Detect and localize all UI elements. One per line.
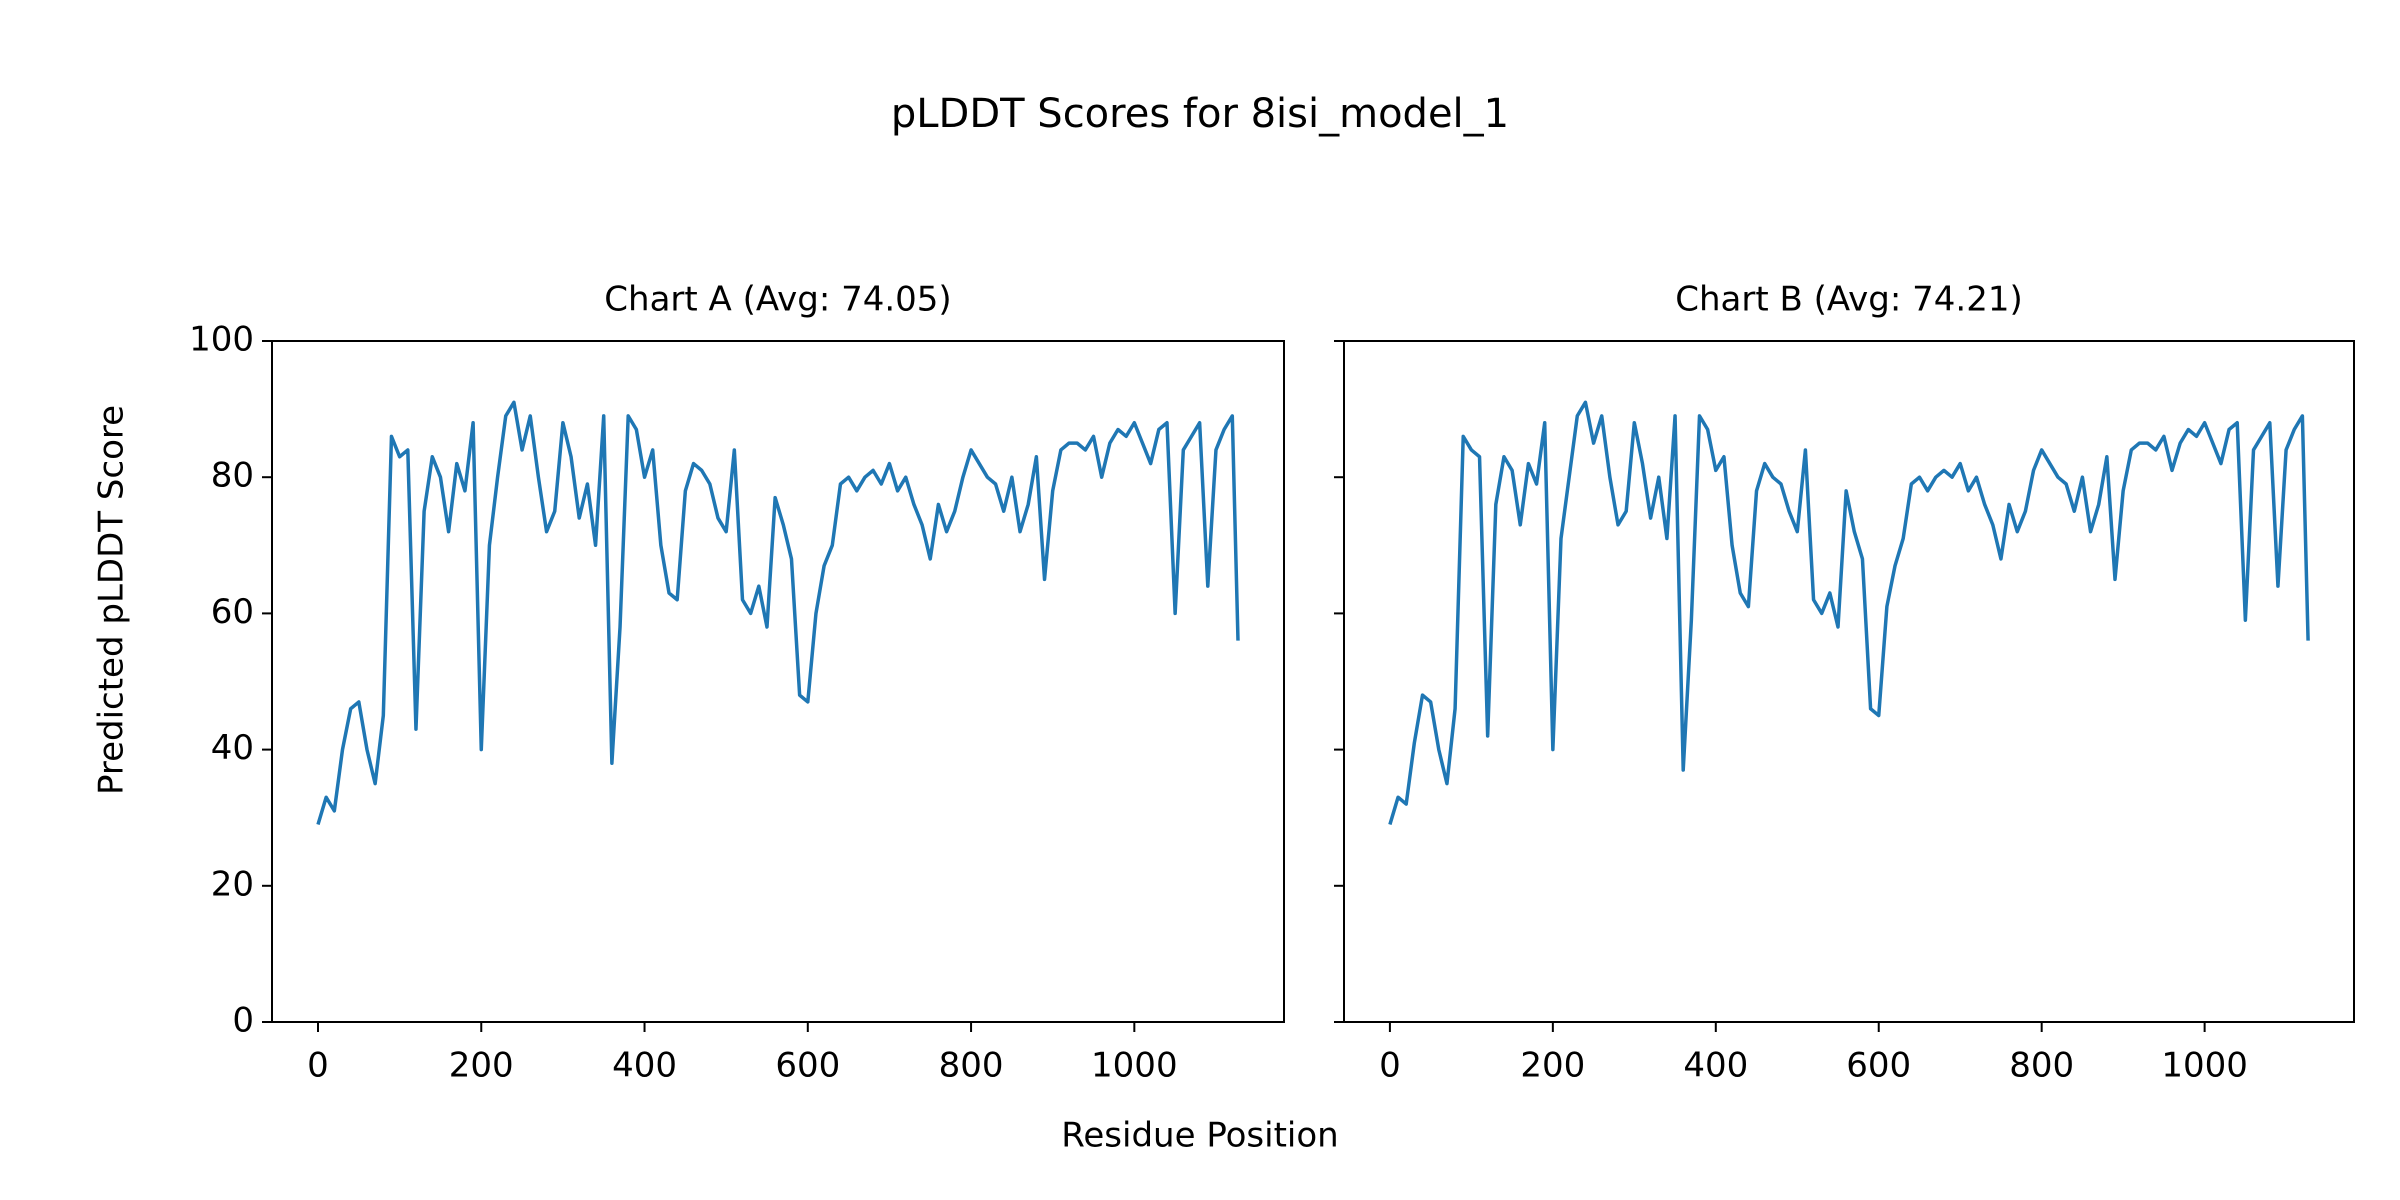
- x-tick-label: 400: [1683, 1046, 1748, 1086]
- x-tick-label: 200: [1520, 1046, 1585, 1086]
- y-tick-label: 0: [232, 1001, 254, 1041]
- y-tick-label: 100: [189, 320, 254, 360]
- figure-title: pLDDT Scores for 8isi_model_1: [891, 91, 1509, 137]
- x-axis-label: Residue Position: [1061, 1116, 1338, 1156]
- x-tick-label: 1000: [2161, 1046, 2248, 1086]
- x-tick-label: 800: [2009, 1046, 2074, 1086]
- x-tick-label: 200: [449, 1046, 514, 1086]
- y-tick-label: 40: [211, 728, 254, 768]
- axes-frame: [1343, 340, 2355, 1023]
- axes-frame: [271, 340, 1285, 1023]
- subplot-title: Chart B (Avg: 74.21): [1675, 280, 2022, 320]
- x-tick-label: 0: [307, 1046, 329, 1086]
- x-tick-label: 400: [612, 1046, 677, 1086]
- y-tick-label: 80: [211, 456, 254, 496]
- y-tick-label: 20: [211, 864, 254, 904]
- x-tick-label: 600: [1846, 1046, 1911, 1086]
- data-line: [1388, 400, 2310, 826]
- x-tick-label: 1000: [1091, 1046, 1178, 1086]
- y-tick-label: 60: [211, 592, 254, 632]
- y-axis-label: Predicted pLDDT Score: [92, 405, 132, 795]
- data-line: [316, 400, 1240, 826]
- x-tick-label: 800: [939, 1046, 1004, 1086]
- x-tick-label: 600: [775, 1046, 840, 1086]
- subplot-title: Chart A (Avg: 74.05): [604, 280, 951, 320]
- x-tick-label: 0: [1379, 1046, 1401, 1086]
